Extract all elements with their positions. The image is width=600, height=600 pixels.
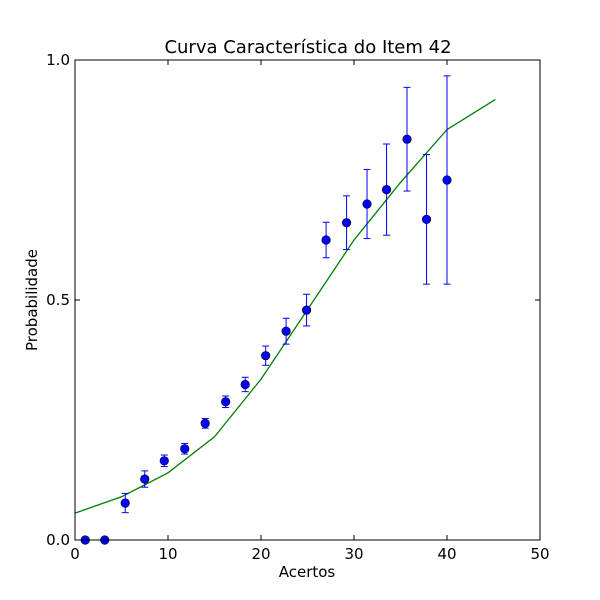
x-axis-label: Acertos — [279, 563, 336, 581]
data-point — [140, 474, 150, 484]
data-point — [281, 326, 291, 336]
x-tick-label: 0 — [70, 545, 80, 563]
plot-frame — [74, 59, 541, 541]
x-tick-label: 10 — [158, 545, 177, 563]
x-tick-label: 40 — [437, 545, 456, 563]
fitted-curve — [74, 98, 496, 514]
chart-title: Curva Característica do Item 42 — [164, 37, 451, 58]
data-point — [341, 218, 352, 228]
y-tick-label: 0.5 — [46, 291, 70, 309]
axis-ticks: 0 10 20 30 40 50 0.0 0.5 1.0 — [46, 51, 549, 563]
data-point — [180, 444, 190, 454]
data-point — [301, 305, 312, 315]
x-tick-label: 30 — [344, 545, 363, 563]
data-point — [120, 498, 130, 508]
data-point — [240, 379, 250, 390]
y-axis-label: Probabilidade — [23, 249, 41, 351]
data-point — [402, 134, 412, 144]
plot-area — [74, 75, 496, 545]
data-point — [421, 214, 432, 224]
data-point — [442, 175, 452, 185]
data-point — [261, 351, 271, 361]
data-point — [159, 456, 169, 466]
y-tick-label: 0.0 — [46, 531, 70, 549]
data-point — [321, 235, 331, 245]
y-tick-label: 1.0 — [46, 51, 70, 69]
data-point — [362, 199, 372, 209]
data-point — [221, 397, 231, 407]
data-point — [200, 418, 210, 428]
x-tick-label: 20 — [251, 545, 270, 563]
data-point — [381, 185, 392, 195]
x-tick-label: 50 — [530, 545, 549, 563]
